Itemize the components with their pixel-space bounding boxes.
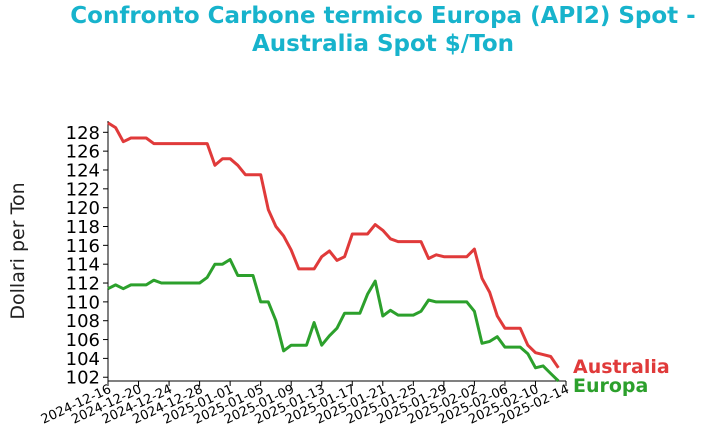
y-tick-label: 124 bbox=[66, 160, 100, 181]
x-axis-ticks: 2024-12-162024-12-202024-12-242024-12-28… bbox=[39, 381, 572, 428]
series-line-europa bbox=[107, 258, 560, 383]
y-tick-label: 128 bbox=[66, 123, 100, 144]
y-tick-label: 116 bbox=[66, 236, 100, 257]
y-axis-label: Dollari per Ton bbox=[7, 182, 29, 319]
y-tick-label: 120 bbox=[66, 198, 100, 219]
y-tick-label: 104 bbox=[66, 349, 100, 370]
y-tick-label: 102 bbox=[66, 368, 100, 389]
axes bbox=[107, 121, 566, 382]
series-lines bbox=[107, 121, 560, 383]
y-tick-label: 118 bbox=[66, 217, 100, 238]
series-label-europa: Europa bbox=[573, 375, 648, 397]
y-tick-label: 126 bbox=[66, 142, 100, 163]
y-tick-label: 108 bbox=[66, 311, 100, 332]
y-tick-label: 114 bbox=[66, 255, 100, 276]
y-axis-ticks: 1021041061081101121141161181201221241261… bbox=[66, 123, 108, 389]
series-label-australia: Australia bbox=[573, 356, 670, 378]
chart-title: Confronto Carbone termico Europa (API2) … bbox=[70, 3, 696, 57]
y-tick-label: 106 bbox=[66, 330, 100, 351]
y-tick-label: 122 bbox=[66, 179, 100, 200]
series-line-australia bbox=[107, 121, 560, 369]
y-tick-label: 110 bbox=[66, 292, 100, 313]
y-tick-label: 112 bbox=[66, 274, 100, 295]
